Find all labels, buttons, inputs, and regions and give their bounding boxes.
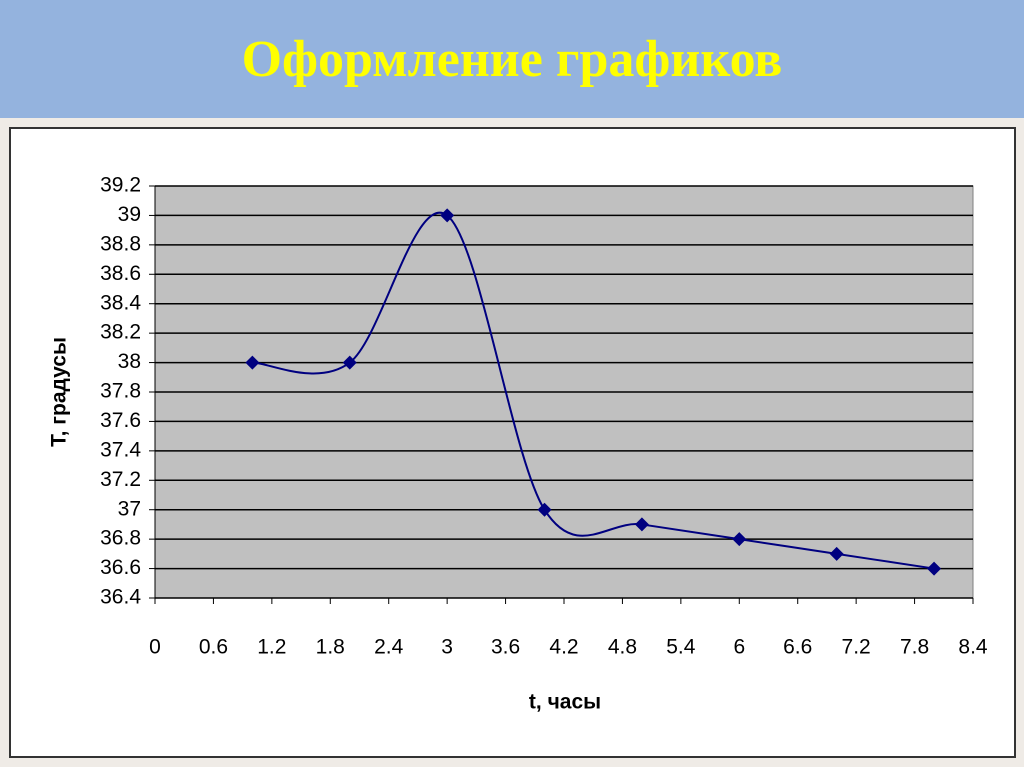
- y-tick-label: 38: [118, 350, 141, 373]
- x-tick-label: 7.2: [842, 636, 871, 659]
- data-point: [732, 532, 747, 547]
- x-tick-label: 3: [441, 636, 453, 659]
- x-tick-label: 4.8: [608, 636, 637, 659]
- header-band: Оформление графиков: [0, 0, 1024, 118]
- x-tick-label: 0: [149, 636, 161, 659]
- y-tick-label: 38.2: [100, 321, 141, 344]
- y-tick-label: 39.2: [100, 174, 141, 197]
- x-tick-label: 0.6: [199, 636, 228, 659]
- x-axis-label: t, часы: [529, 691, 601, 714]
- y-tick-label: 36.4: [100, 586, 141, 609]
- y-tick-label: 38.6: [100, 262, 141, 285]
- data-point: [342, 355, 357, 370]
- y-tick-label: 36.8: [100, 527, 141, 550]
- y-tick-label: 37.4: [100, 438, 141, 461]
- data-point: [829, 546, 844, 561]
- data-point: [537, 502, 552, 517]
- x-tick-label: 8.4: [958, 636, 988, 659]
- y-tick-label: 39: [118, 203, 141, 226]
- x-tick-label: 3.6: [491, 636, 520, 659]
- x-tick-label: 5.4: [666, 636, 696, 659]
- y-axis-label: T, градусы: [48, 337, 71, 447]
- y-tick-label: 37.8: [100, 380, 141, 403]
- y-tick-label: 38.4: [100, 291, 141, 314]
- x-tick-label: 7.8: [900, 636, 929, 659]
- data-point: [245, 355, 260, 370]
- x-tick-label: 6: [733, 636, 745, 659]
- data-point: [927, 561, 942, 576]
- y-tick-label: 37: [118, 497, 141, 520]
- y-tick-label: 36.6: [100, 556, 141, 579]
- x-tick-label: 4.2: [549, 636, 578, 659]
- data-point: [440, 208, 455, 223]
- slide-title: Оформление графиков: [241, 31, 783, 88]
- x-tick-label: 1.2: [257, 636, 286, 659]
- data-point: [634, 517, 649, 532]
- y-tick-label: 38.8: [100, 232, 141, 255]
- x-tick-label: 2.4: [374, 636, 404, 659]
- y-tick-label: 37.2: [100, 468, 141, 491]
- x-tick-label: 1.8: [316, 636, 345, 659]
- x-tick-label: 6.6: [783, 636, 812, 659]
- y-tick-label: 37.6: [100, 409, 141, 432]
